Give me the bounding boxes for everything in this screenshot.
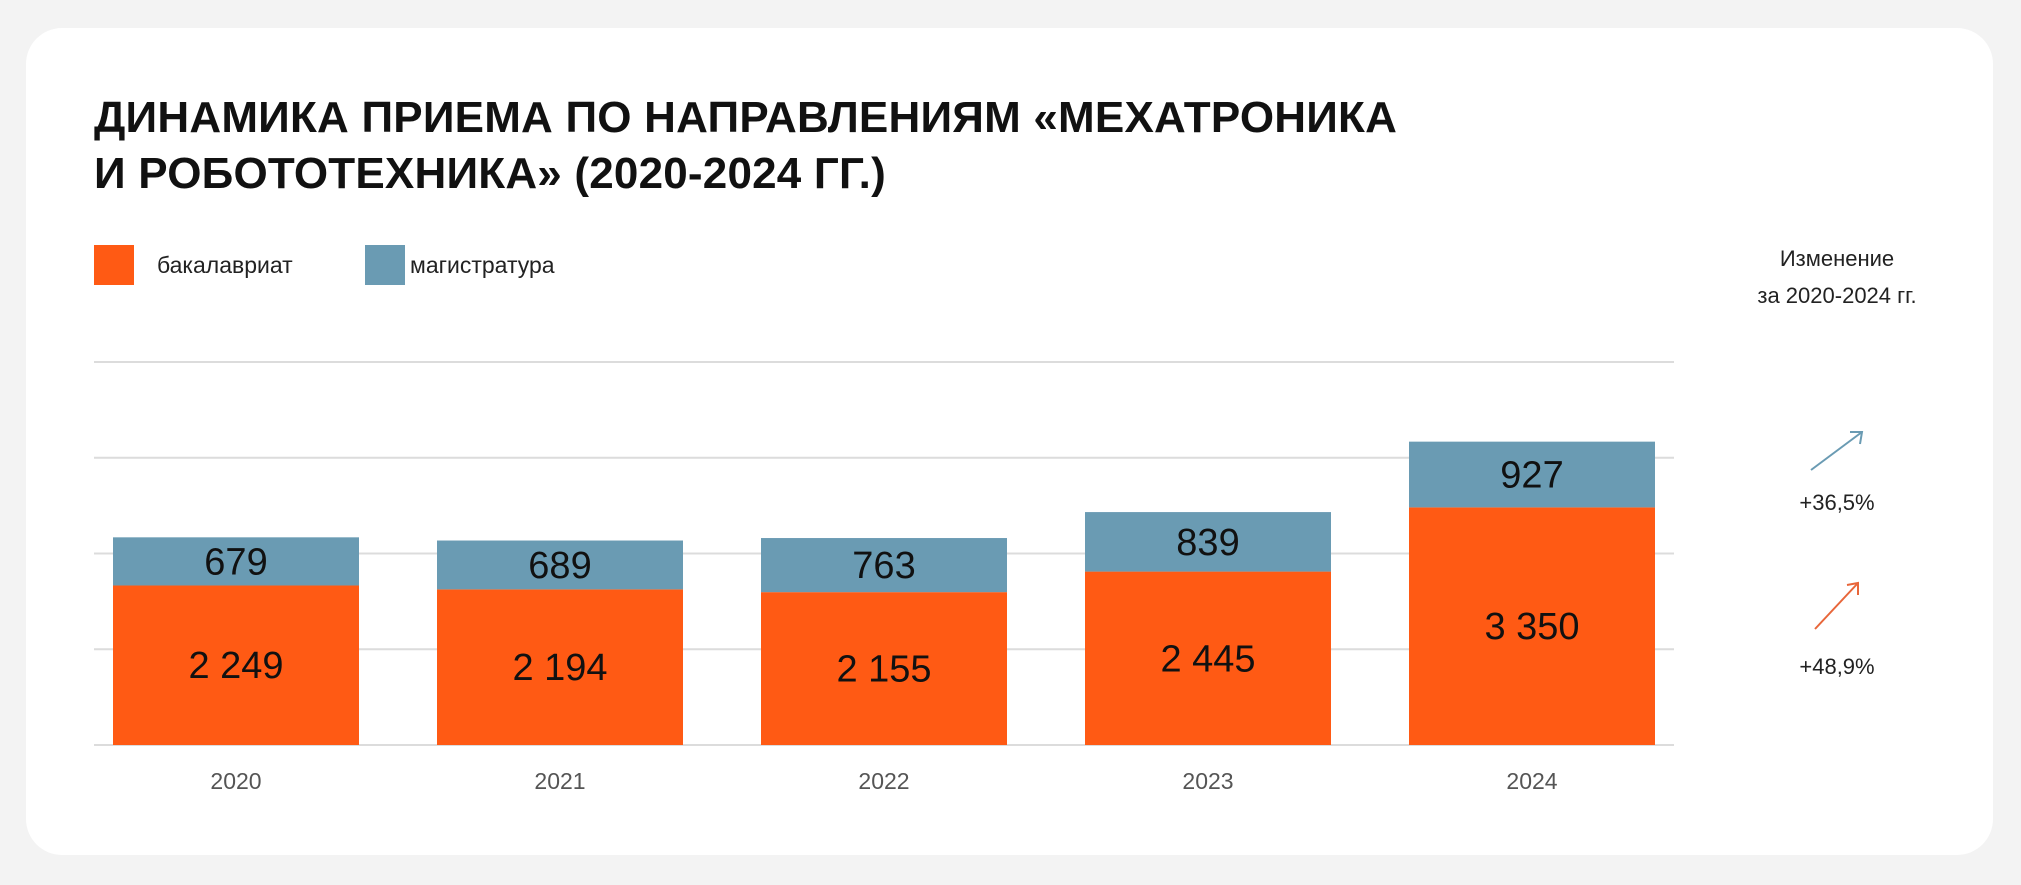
bar-magistratura-2020 — [113, 537, 359, 586]
data-label: 2 445 — [1160, 638, 1255, 680]
x-tick-label: 2023 — [1182, 768, 1233, 794]
bar-bakalavriat-2021 — [437, 589, 683, 745]
change-title-line-2: за 2020-2024 гг. — [1757, 283, 1917, 308]
legend-swatch-bakalavriat — [94, 245, 134, 285]
x-tick-label: 2024 — [1506, 768, 1557, 794]
data-label: 689 — [528, 545, 591, 587]
data-label: 679 — [204, 541, 267, 583]
data-label: 2 155 — [836, 649, 931, 691]
bar-magistratura-2023 — [1085, 512, 1331, 572]
arrow-up-icon-bakalavriat — [1814, 581, 1859, 630]
data-label: 927 — [1500, 455, 1563, 497]
data-label: 2 194 — [512, 647, 607, 689]
change-panel-title: Изменение за 2020-2024 гг. — [1700, 240, 1974, 314]
bar-bakalavriat-2022 — [761, 592, 1007, 745]
bar-magistratura-2024 — [1409, 441, 1655, 508]
chart-title-line-1: ДИНАМИКА ПРИЕМА ПО НАПРАВЛЕНИЯМ «МЕХАТРО… — [94, 93, 1398, 142]
bar-bakalavriat-2023 — [1085, 571, 1331, 745]
bar-bakalavriat-2020 — [113, 585, 359, 745]
data-label: 763 — [852, 545, 915, 587]
bar-bakalavriat-2024 — [1409, 507, 1655, 745]
data-label: 2 249 — [188, 645, 283, 687]
bar-magistratura-2022 — [761, 538, 1007, 593]
change-bakalavriat: +48,9% — [1799, 654, 1875, 679]
legend-label-bakalavriat: бакалавриат — [157, 252, 293, 278]
x-tick-label: 2020 — [210, 768, 261, 794]
legend-swatch-magistratura — [365, 245, 405, 285]
change-title-line-1: Изменение — [1779, 246, 1895, 271]
arrow-up-icon-magistratura — [1810, 431, 1864, 471]
data-label: 3 350 — [1484, 606, 1579, 648]
legend-label-magistratura: магистратура — [410, 252, 555, 278]
chart-title-line-2: И РОБОТОТЕХНИКА» (2020-2024 ГГ.) — [94, 149, 886, 198]
data-label: 839 — [1176, 522, 1239, 564]
x-tick-label: 2021 — [534, 768, 585, 794]
change-magistratura: +36,5% — [1799, 490, 1875, 515]
x-tick-label: 2022 — [858, 768, 909, 794]
chart-title: ДИНАМИКА ПРИЕМА ПО НАПРАВЛЕНИЯМ «МЕХАТРО… — [94, 90, 1397, 202]
bar-magistratura-2021 — [437, 540, 683, 590]
